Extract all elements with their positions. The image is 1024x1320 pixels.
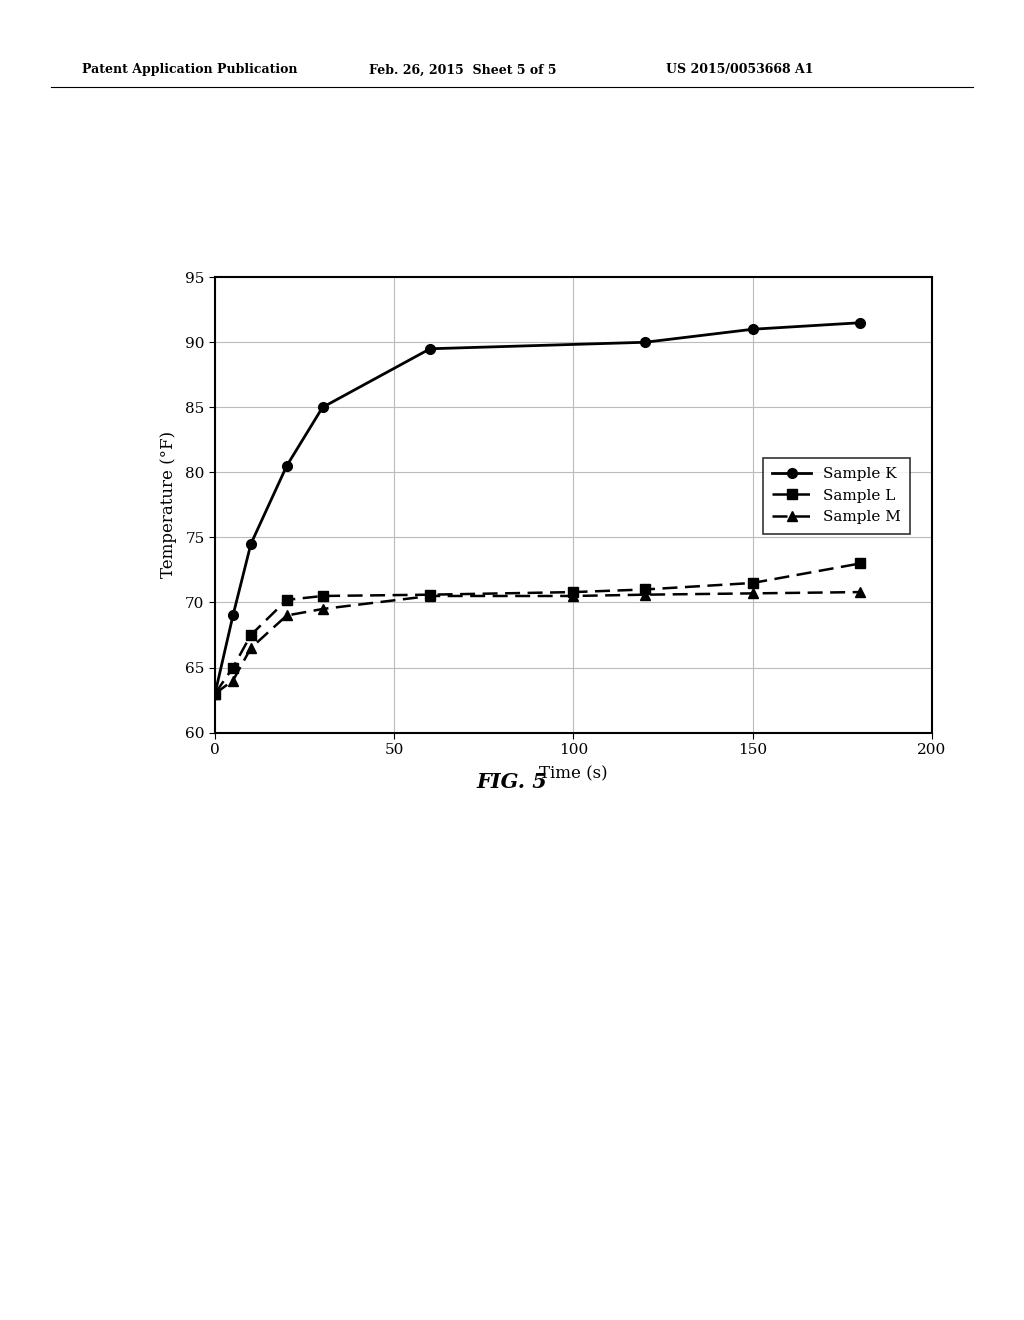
Sample L bbox=[854, 556, 866, 572]
Sample M bbox=[854, 585, 866, 601]
Text: Feb. 26, 2015  Sheet 5 of 5: Feb. 26, 2015 Sheet 5 of 5 bbox=[369, 63, 556, 77]
Sample L bbox=[424, 587, 436, 603]
Sample M bbox=[746, 586, 759, 602]
Sample M bbox=[209, 685, 221, 701]
Sample L bbox=[245, 627, 257, 643]
X-axis label: Time (s): Time (s) bbox=[539, 766, 608, 783]
Y-axis label: Temperature (°F): Temperature (°F) bbox=[160, 432, 177, 578]
Text: Patent Application Publication: Patent Application Publication bbox=[82, 63, 297, 77]
Text: FIG. 5: FIG. 5 bbox=[476, 772, 548, 792]
Sample K bbox=[245, 536, 257, 552]
Sample L bbox=[281, 591, 293, 607]
Sample K bbox=[854, 315, 866, 331]
Sample L bbox=[316, 589, 329, 605]
Sample L bbox=[746, 576, 759, 591]
Sample M bbox=[639, 587, 651, 603]
Sample M bbox=[245, 640, 257, 656]
Sample L bbox=[226, 660, 239, 676]
Sample M bbox=[424, 589, 436, 605]
Text: US 2015/0053668 A1: US 2015/0053668 A1 bbox=[666, 63, 813, 77]
Sample K bbox=[226, 607, 239, 623]
Sample K bbox=[281, 458, 293, 474]
Sample K bbox=[746, 321, 759, 337]
Sample K bbox=[639, 334, 651, 350]
Line: Sample M: Sample M bbox=[210, 587, 865, 698]
Line: Sample L: Sample L bbox=[210, 558, 865, 698]
Sample M bbox=[567, 589, 580, 605]
Line: Sample K: Sample K bbox=[210, 318, 865, 698]
Sample K bbox=[316, 400, 329, 416]
Sample L bbox=[639, 582, 651, 598]
Sample L bbox=[209, 685, 221, 701]
Sample K bbox=[209, 685, 221, 701]
Sample M bbox=[316, 601, 329, 616]
Sample K bbox=[424, 341, 436, 356]
Sample M bbox=[226, 673, 239, 689]
Sample L bbox=[567, 585, 580, 601]
Sample M bbox=[281, 607, 293, 623]
Legend: Sample K, Sample L, Sample M: Sample K, Sample L, Sample M bbox=[763, 458, 910, 533]
